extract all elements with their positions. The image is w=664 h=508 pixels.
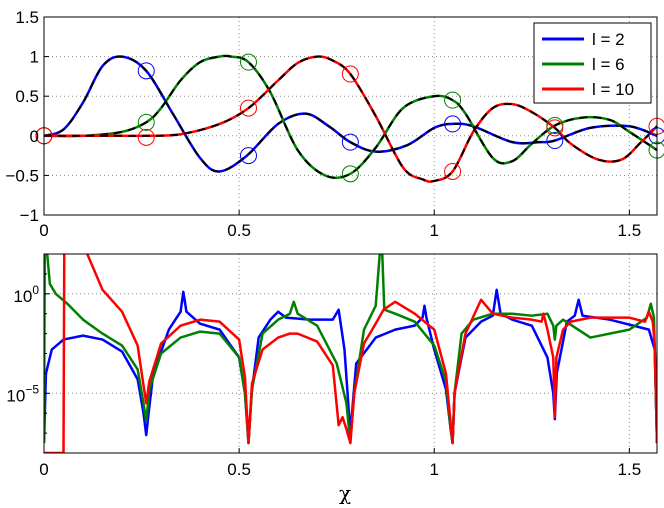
bottom-tick-labels: 0 0.5 1 1.5 100 10−5	[6, 253, 642, 479]
top-axes-frame	[43, 16, 658, 216]
legend-label-l2: l = 2	[592, 30, 625, 49]
top-y-tick-label: 1	[30, 48, 39, 67]
x-axis-label: χ	[339, 481, 351, 505]
bottom-x-tick-label: 1	[430, 460, 439, 479]
bottom-series-lines	[44, 254, 657, 453]
top-marker-circle	[239, 53, 257, 71]
top-marker-circle	[239, 147, 257, 165]
top-x-tick-label: 0	[39, 221, 48, 240]
top-marker-circle	[444, 162, 462, 180]
legend-label-l10: l = 10	[592, 80, 634, 99]
top-series-dashed-overlay-0	[43, 55, 658, 173]
bottom-y-tick-label: 100	[13, 283, 39, 306]
top-marker-circle	[239, 99, 257, 117]
top-x-tick-label: 0.5	[227, 221, 251, 240]
top-y-tick-label: −1	[20, 206, 39, 225]
bottom-series-line-2	[44, 254, 657, 453]
top-marker-circle	[341, 165, 359, 183]
top-x-tick-label: 1	[430, 221, 439, 240]
top-marker-circle	[137, 113, 155, 131]
top-y-tick-label: −0.5	[5, 166, 39, 185]
top-tick-labels: 0 0.5 1 1.5 −1 −0.5 0 0.5 1 1.5	[5, 8, 641, 240]
top-y-tick-label: 1.5	[15, 8, 39, 27]
bottom-series-line-1	[44, 254, 657, 445]
top-marker-circle	[341, 133, 359, 151]
top-panel: 0 0.5 1 1.5 −1 −0.5 0 0.5 1 1.5 l = 2 l = 6 l = 1…	[5, 8, 664, 240]
bottom-x-tick-label: 0	[39, 460, 48, 479]
legend: l = 2 l = 6 l = 10	[533, 22, 652, 104]
top-x-tick-label: 1.5	[618, 221, 642, 240]
top-marker-circle	[546, 132, 564, 150]
top-y-tick-label: 0.5	[15, 87, 39, 106]
top-marker-circle	[444, 91, 462, 109]
bottom-x-tick-label: 1.5	[618, 460, 642, 479]
legend-label-l6: l = 6	[592, 55, 625, 74]
bottom-panel: 0 0.5 1 1.5 100 10−5 χ	[6, 253, 658, 505]
top-y-tick-label: 0	[30, 127, 39, 146]
bottom-x-tick-label: 0.5	[227, 460, 251, 479]
top-marker-circle	[137, 128, 155, 146]
top-marker-circle	[137, 62, 155, 80]
bottom-y-tick-label: 10−5	[6, 382, 39, 405]
top-marker-circle	[341, 65, 359, 83]
top-series-dashed-overlay-2	[44, 55, 658, 183]
top-marker-circle	[546, 119, 564, 137]
top-marker-circle	[444, 115, 462, 133]
